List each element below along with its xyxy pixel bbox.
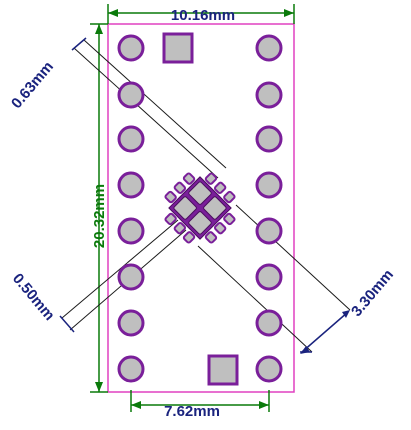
row-spacing-dimension [130,390,270,412]
pad-left-3 [117,125,145,153]
qfn-edge-pads [164,172,236,244]
pad-right-8 [255,355,283,383]
diagonal-dimension-lines [61,39,351,353]
pad-right-2 [255,81,283,109]
pad-right-7 [255,309,283,337]
pad-left-1 [117,34,145,62]
pad-left-6 [117,263,145,291]
row-spacing-label: 7.62mm [164,403,220,420]
right-pad-column [255,34,283,383]
pad-right-5 [255,217,283,245]
left-pad-column [117,34,145,383]
board-height-dimension [90,23,108,393]
board-width-dimension [107,4,295,24]
pad-left-4 [117,171,145,199]
pad-width-label: 0.50mm [9,270,58,324]
board-height-label: 20.32mm [91,184,108,248]
square-pad-top [162,32,194,64]
package-diagonal-label: 3.30mm [348,266,397,320]
pad-right-3 [255,125,283,153]
pad-left-5 [117,217,145,245]
board-outline [107,23,295,393]
qfn-center-pads [173,181,227,235]
pad-left-2 [117,81,145,109]
blue-dimension-lines [59,37,350,354]
pad-pitch-label: 0.63mm [8,58,57,112]
pad-left-8 [117,355,145,383]
qfn-footprint [164,172,236,244]
square-pad-bottom [207,354,239,386]
pad-right-1 [255,34,283,62]
qfn-body [168,176,232,240]
pad-right-4 [255,171,283,199]
pad-right-6 [255,263,283,291]
pad-left-7 [117,309,145,337]
board-width-label: 10.16mm [171,7,235,24]
